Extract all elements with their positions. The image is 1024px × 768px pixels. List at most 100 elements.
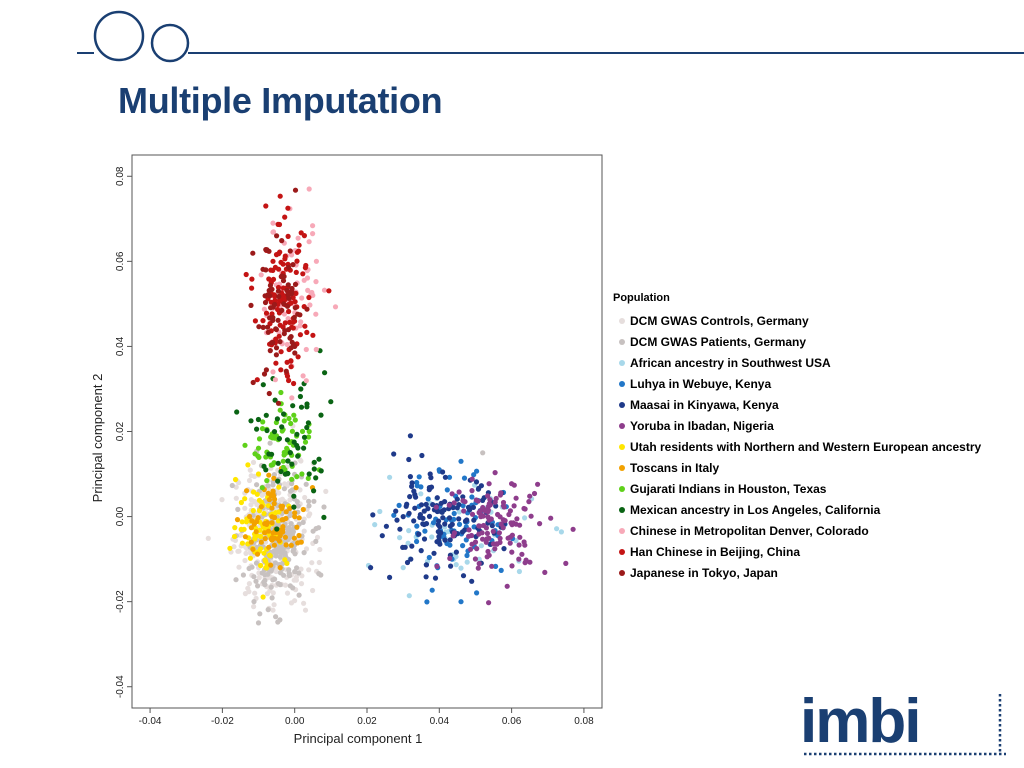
data-point — [277, 554, 283, 560]
data-point — [433, 504, 439, 510]
data-point — [435, 522, 441, 528]
data-point — [418, 484, 424, 490]
data-point — [253, 560, 260, 566]
data-point — [248, 539, 254, 545]
data-point — [421, 536, 428, 542]
data-point — [417, 511, 423, 518]
data-point — [469, 476, 475, 482]
legend-label: Gujarati Indians in Houston, Texas — [630, 481, 827, 496]
data-point — [370, 512, 376, 518]
data-point — [286, 295, 292, 301]
data-point — [280, 458, 286, 464]
data-point — [273, 252, 280, 258]
legend-label: DCM GWAS Controls, Germany — [630, 313, 809, 328]
data-point — [461, 508, 467, 514]
data-point — [328, 399, 334, 405]
data-point — [273, 352, 279, 358]
data-point — [446, 502, 452, 508]
data-point — [316, 525, 322, 531]
data-point — [446, 515, 453, 521]
data-point — [270, 258, 276, 264]
data-point — [299, 471, 305, 477]
data-point — [405, 540, 411, 546]
data-point — [277, 339, 283, 345]
data-point — [394, 517, 400, 523]
legend-dot — [619, 548, 625, 555]
data-point — [232, 476, 239, 483]
data-point — [570, 526, 576, 532]
data-point — [255, 515, 261, 521]
data-point — [290, 295, 296, 301]
data-point — [527, 559, 533, 565]
data-point — [302, 607, 309, 613]
data-point — [409, 543, 415, 549]
data-point — [531, 490, 538, 497]
data-point — [313, 538, 319, 545]
data-point — [278, 497, 284, 503]
data-point — [456, 521, 463, 528]
data-point — [260, 324, 266, 330]
data-point — [426, 513, 433, 520]
data-point — [242, 496, 248, 502]
data-point — [279, 506, 285, 512]
data-point — [295, 311, 301, 317]
data-point — [229, 482, 235, 489]
data-point — [275, 460, 281, 466]
data-point — [306, 239, 312, 245]
data-point — [250, 508, 256, 514]
data-point — [313, 475, 319, 481]
data-point — [275, 284, 282, 291]
legend-dot — [619, 527, 625, 534]
data-point — [295, 453, 301, 459]
data-point — [466, 533, 472, 539]
data-point — [379, 533, 385, 539]
data-point — [248, 302, 254, 308]
data-point — [259, 570, 265, 576]
data-point — [449, 491, 455, 497]
data-point — [322, 370, 328, 376]
data-point — [302, 323, 308, 329]
x-tick-label: -0.04 — [139, 716, 162, 727]
data-point — [281, 331, 287, 337]
data-point — [485, 548, 491, 555]
data-point — [284, 437, 290, 443]
data-point — [486, 535, 492, 541]
x-tick-label: 0.08 — [574, 716, 594, 727]
data-point — [436, 534, 442, 540]
legend-label: Toscans in Italy — [630, 460, 720, 475]
data-point — [421, 508, 427, 514]
data-point — [235, 548, 241, 554]
data-point — [396, 502, 402, 508]
x-tick-label: 0.00 — [285, 716, 305, 727]
data-point — [279, 424, 285, 430]
header-decoration — [77, 10, 1024, 63]
data-point — [450, 533, 456, 539]
data-point — [263, 310, 270, 316]
legend-item: Luhya in Webuye, Kenya — [613, 373, 981, 394]
data-point — [270, 317, 276, 323]
data-point — [501, 546, 507, 552]
legend-item: Chinese in Metropolitan Denver, Colorado — [613, 520, 981, 541]
data-point — [306, 567, 312, 573]
data-point — [306, 513, 312, 519]
data-point — [271, 602, 277, 608]
y-tick-label: 0.08 — [115, 166, 126, 186]
data-point — [239, 540, 245, 546]
data-point — [446, 474, 453, 480]
data-point — [290, 341, 296, 347]
data-point — [510, 520, 516, 526]
data-point — [271, 429, 278, 435]
data-point — [233, 484, 239, 490]
data-point — [251, 599, 257, 605]
data-point — [305, 420, 311, 426]
data-point — [293, 269, 299, 275]
legend-label: African ancestry in Southwest USA — [630, 355, 831, 370]
data-point — [517, 522, 523, 528]
data-point — [504, 583, 510, 589]
data-point — [313, 258, 319, 264]
data-point — [301, 600, 307, 606]
data-point — [281, 311, 287, 317]
data-point — [477, 509, 483, 515]
legend-label: Maasai in Kinyawa, Kenya — [630, 397, 779, 412]
data-point — [563, 560, 569, 567]
